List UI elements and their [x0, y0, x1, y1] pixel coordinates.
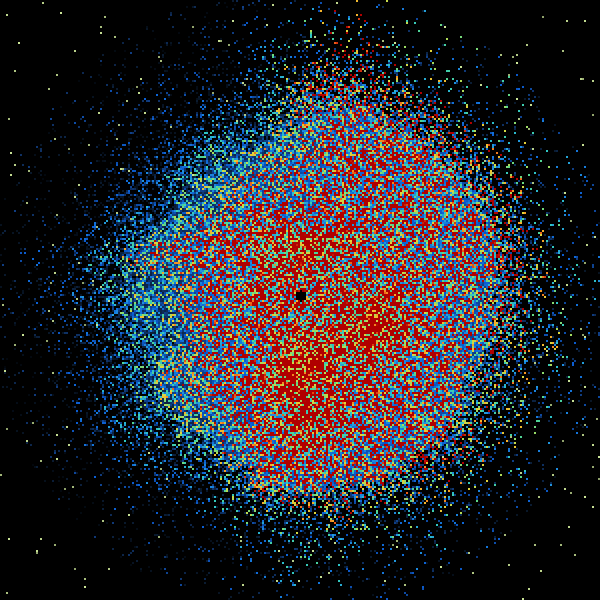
surface-brightness-heatmap[interactable]: [0, 0, 600, 600]
image-viewer[interactable]: X-ray Surface Brightness Map jet-haxby: [0, 0, 600, 600]
